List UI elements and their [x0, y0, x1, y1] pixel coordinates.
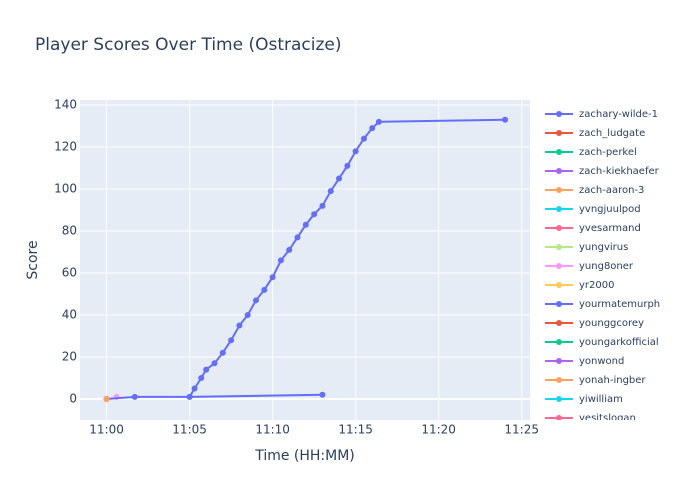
legend-marker — [556, 168, 562, 174]
data-point — [319, 391, 326, 398]
data-point — [352, 148, 359, 155]
legend-marker — [556, 301, 562, 307]
data-point — [191, 385, 198, 392]
legend-marker — [556, 244, 562, 250]
y-tick-label: 60 — [62, 266, 77, 280]
data-point — [261, 286, 268, 293]
legend-marker — [556, 263, 562, 269]
legend-marker — [556, 111, 562, 117]
legend-label[interactable]: yungvirus — [579, 242, 628, 253]
data-point — [244, 312, 251, 319]
y-tick-label: 0 — [69, 392, 77, 406]
data-point — [211, 360, 218, 367]
legend-marker — [556, 149, 562, 155]
legend-label[interactable]: yesitslogan — [579, 413, 636, 424]
legend-label[interactable]: yourmatemurph — [579, 299, 660, 310]
data-point — [131, 393, 138, 400]
y-tick-label: 100 — [54, 182, 77, 196]
legend-marker — [556, 396, 562, 402]
y-tick-label: 20 — [62, 350, 77, 364]
plot-area — [80, 100, 530, 420]
data-point — [360, 135, 367, 142]
data-point — [311, 211, 318, 218]
y-tick-label: 140 — [54, 98, 77, 112]
legend-label[interactable]: zach-perkel — [579, 147, 637, 158]
legend-marker — [556, 320, 562, 326]
y-tick-label: 80 — [62, 224, 77, 238]
data-point — [375, 118, 382, 125]
legend-marker — [556, 358, 562, 364]
legend-label[interactable]: yr2000 — [579, 280, 614, 291]
data-point — [302, 221, 309, 228]
x-tick-label: 11:20 — [421, 423, 456, 437]
legend-marker — [556, 377, 562, 383]
x-tick-label: 11:00 — [89, 423, 124, 437]
x-axis-label: Time (HH:MM) — [254, 448, 355, 464]
legend-label[interactable]: zach_ludgate — [579, 128, 645, 139]
data-point — [236, 322, 243, 329]
data-point — [269, 274, 276, 281]
data-point — [219, 349, 226, 356]
data-point — [369, 125, 376, 132]
legend-marker — [556, 415, 562, 420]
legend-marker — [556, 130, 562, 136]
data-point — [228, 337, 235, 344]
legend-label[interactable]: yvngjuulpod — [579, 204, 641, 215]
legend-marker — [556, 339, 562, 345]
legend-label[interactable]: yvesarmand — [579, 223, 641, 234]
x-tick-label: 11:25 — [504, 423, 539, 437]
x-tick-label: 11:05 — [172, 423, 207, 437]
legend-label[interactable]: yonwond — [579, 356, 624, 367]
y-tick-label: 40 — [62, 308, 77, 322]
legend-label[interactable]: youngarkofficial — [579, 337, 659, 348]
legend-label[interactable]: younggcorey — [579, 318, 644, 329]
data-point — [198, 375, 205, 382]
legend-label[interactable]: yung8oner — [579, 261, 634, 272]
data-point — [253, 297, 260, 304]
x-tick-label: 11:15 — [338, 423, 373, 437]
data-point — [286, 246, 293, 253]
data-point — [277, 257, 284, 264]
data-point — [336, 175, 343, 182]
data-point — [103, 396, 110, 403]
data-point — [203, 366, 210, 373]
legend-label[interactable]: yiwilliam — [579, 394, 623, 405]
legend-marker — [556, 187, 562, 193]
data-point — [186, 393, 193, 400]
chart-title: Player Scores Over Time (Ostracize) — [35, 35, 342, 55]
legend-label[interactable]: zach-aaron-3 — [579, 185, 644, 196]
legend-marker — [556, 225, 562, 231]
data-point — [502, 116, 509, 123]
plot — [103, 116, 509, 403]
legend-label[interactable]: yonah-ingber — [579, 375, 646, 386]
y-tick-label: 120 — [54, 140, 77, 154]
y-axis-label: Score — [25, 240, 41, 279]
legend-marker — [556, 206, 562, 212]
data-point — [294, 234, 301, 241]
data-point — [327, 188, 334, 195]
data-point — [319, 202, 326, 209]
legend: zachary-wilde-1 zach_ludgate zach-perkel za… — [545, 109, 660, 424]
legend-label[interactable]: zachary-wilde-1 — [579, 109, 658, 120]
data-point — [344, 162, 351, 169]
legend-marker — [556, 282, 562, 288]
x-tick-label: 11:10 — [255, 423, 290, 437]
series-line — [106, 393, 323, 401]
legend-label[interactable]: zach-kiekhaefer — [579, 166, 660, 177]
